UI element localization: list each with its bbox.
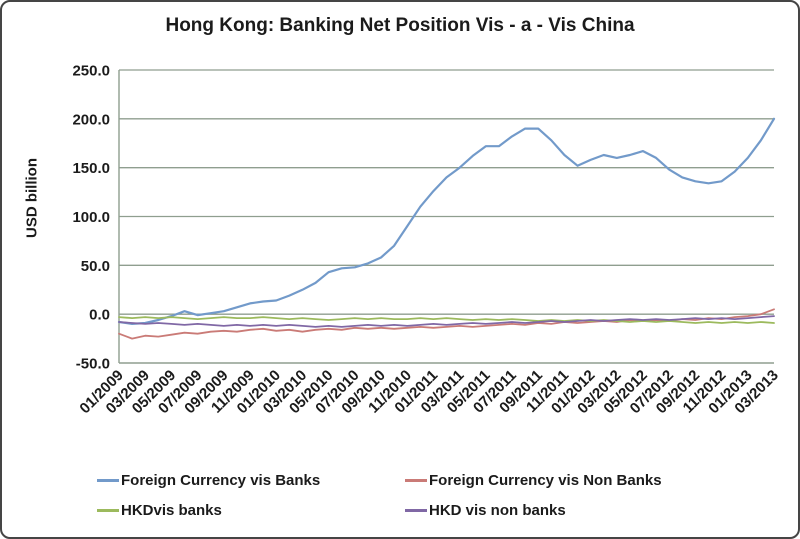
y-tick-label: 250.0 bbox=[72, 63, 110, 80]
y-tick-label: 100.0 bbox=[72, 209, 110, 226]
series-line-hkd-vis-non-banks bbox=[118, 315, 775, 328]
y-tick-label: -50.0 bbox=[76, 356, 110, 373]
chart-title: Hong Kong: Banking Net Position Vis - a … bbox=[165, 15, 635, 36]
y-tick-label: 150.0 bbox=[72, 160, 110, 177]
y-tick-label: 0.0 bbox=[89, 307, 110, 324]
series-line-foreign-currency-vis-banks bbox=[117, 117, 776, 325]
series-line-hkdvis-banks bbox=[118, 316, 775, 324]
y-tick-label: 50.0 bbox=[81, 258, 110, 275]
y-tick-label: 200.0 bbox=[72, 111, 110, 128]
